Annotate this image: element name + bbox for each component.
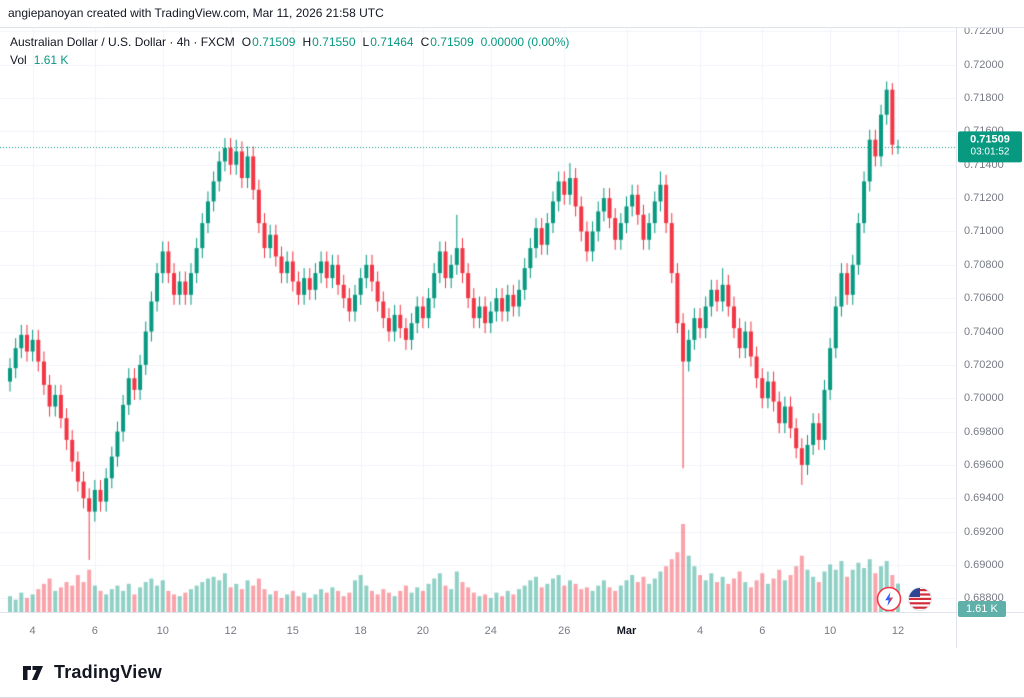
close-field: C0.71509 <box>421 35 474 49</box>
price-tick-label: 0.70000 <box>964 392 1004 405</box>
tradingview-logo-icon <box>23 666 43 680</box>
brand-name: TradingView <box>54 661 162 682</box>
time-tick-label: 6 <box>759 625 766 637</box>
time-tick-label: 12 <box>891 625 905 637</box>
high-field: H0.71550 <box>302 35 355 49</box>
chart-corner-icons <box>876 586 933 612</box>
price-tick-label: 0.69400 <box>964 492 1004 505</box>
time-tick-label: 4 <box>696 625 704 637</box>
lightning-icon[interactable] <box>876 586 902 612</box>
bar-countdown-timer: 03:01:52 <box>970 146 1010 158</box>
footer-bar: TradingView <box>0 648 1024 698</box>
chart-pane[interactable]: Australian Dollar / U.S. Dollar · 4h · F… <box>0 28 956 612</box>
open-field: O0.71509 <box>242 35 296 49</box>
time-tick-label: 4 <box>29 625 36 637</box>
low-label: L <box>362 35 370 49</box>
price-tick-label: 0.71200 <box>964 192 1004 205</box>
time-tick-label: 6 <box>91 625 98 637</box>
price-axis-separator <box>956 28 957 648</box>
price-tick-label: 0.70200 <box>964 358 1004 371</box>
candlestick-chart-canvas[interactable] <box>0 28 956 612</box>
time-tick-label: 26 <box>558 625 571 637</box>
us-flag-icon[interactable] <box>907 586 933 612</box>
legend-symbol-row: Australian Dollar / U.S. Dollar · 4h · F… <box>10 35 569 49</box>
time-tick-label: 20 <box>416 625 430 637</box>
high-value: 0.71550 <box>312 35 356 49</box>
close-value: 0.71509 <box>430 35 474 49</box>
time-tick-label: 12 <box>224 625 237 637</box>
high-label: H <box>302 35 312 49</box>
price-axis[interactable]: 0.71509 03:01:52 0.72200 0.72000 0.71800 0.… <box>957 25 1024 612</box>
volume-axis-badge: 1.61 K <box>958 601 1006 617</box>
volume-label: Vol <box>10 53 27 67</box>
attribution-bar: angiepanoyan created with TradingView.co… <box>0 0 1024 28</box>
volume-value: 1.61 K <box>33 53 69 67</box>
time-tick-label: 24 <box>484 625 497 637</box>
open-value: 0.71509 <box>252 35 296 49</box>
time-axis[interactable]: 4 6 10 12 15 18 20 24 26 Mar 4 6 10 12 <box>0 612 1024 648</box>
time-tick-label: Mar <box>616 625 637 637</box>
price-tick-label: 0.69000 <box>964 558 1004 571</box>
low-value: 0.71464 <box>370 35 414 49</box>
time-tick-label: 10 <box>824 625 837 637</box>
symbol-title[interactable]: Australian Dollar / U.S. Dollar · 4h · F… <box>10 35 235 49</box>
price-tick-label: 0.70600 <box>964 292 1004 305</box>
price-tick-label: 0.72000 <box>964 58 1004 71</box>
current-price-value: 0.71509 <box>970 132 1010 145</box>
attribution-text: angiepanoyan created with TradingView.co… <box>8 6 384 20</box>
price-tick-label: 0.70800 <box>964 258 1004 271</box>
time-tick-label: 15 <box>286 625 299 637</box>
tradingview-logo[interactable]: TradingView <box>0 648 210 685</box>
time-tick-label: 10 <box>156 625 169 637</box>
price-tick-label: 0.69200 <box>964 525 1004 538</box>
open-label: O <box>241 35 252 49</box>
close-label: C <box>420 35 430 49</box>
chart-legend: Australian Dollar / U.S. Dollar · 4h · F… <box>10 35 569 71</box>
legend-volume-row: Vol 1.61 K <box>10 53 569 67</box>
price-tick-label: 0.69800 <box>964 425 1004 438</box>
price-tick-label: 0.71000 <box>964 225 1004 238</box>
price-tick-label: 0.72200 <box>964 25 1004 38</box>
price-tick-label: 0.71800 <box>964 92 1004 105</box>
current-price-badge: 0.71509 03:01:52 <box>958 130 1022 163</box>
price-tick-label: 0.70400 <box>964 325 1004 338</box>
low-field: L0.71464 <box>363 35 414 49</box>
change-value: 0.00000 (0.00%) <box>480 35 570 49</box>
price-tick-label: 0.69600 <box>964 458 1004 471</box>
time-tick-label: 18 <box>354 625 367 637</box>
